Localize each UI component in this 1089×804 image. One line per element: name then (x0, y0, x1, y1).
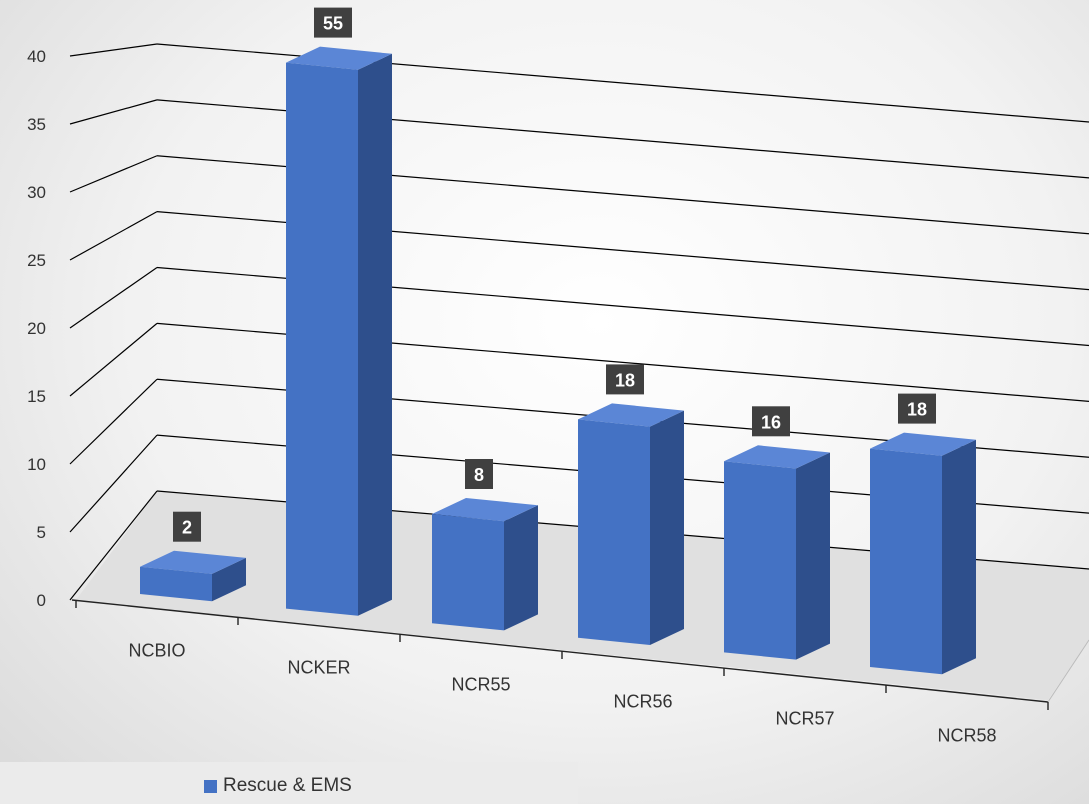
data-label: 8 (474, 465, 484, 485)
side-gridline (69, 434, 158, 533)
data-label-box (898, 393, 936, 424)
legend: Rescue & EMS (0, 762, 578, 804)
y-tick-label: 40 (27, 47, 46, 66)
bar-front (140, 566, 212, 602)
bar-top (724, 445, 830, 469)
bar-top (578, 403, 684, 427)
data-label-box (465, 459, 493, 489)
side-gridline (69, 267, 158, 329)
data-label: 18 (907, 400, 927, 420)
bar-side (504, 505, 538, 631)
bar (724, 445, 830, 660)
legend-swatch (204, 780, 217, 793)
bar-side (358, 53, 392, 616)
x-tick-label: NCR56 (613, 692, 672, 712)
bar-side (796, 452, 830, 660)
bar (140, 550, 246, 602)
data-label-box (173, 511, 201, 542)
bar-front (870, 448, 942, 675)
y-tick-label: 20 (27, 319, 46, 338)
data-label-box (606, 364, 644, 395)
bar-side (212, 557, 246, 602)
data-label: 2 (182, 518, 192, 538)
bar-top (140, 550, 246, 574)
y-tick-label: 10 (27, 455, 46, 474)
side-gridline (69, 155, 158, 193)
bar (578, 403, 684, 645)
x-tick-label: NCR55 (451, 675, 510, 695)
side-gridline (69, 490, 158, 601)
x-tick-label: NCBIO (128, 641, 185, 661)
side-gridline (69, 322, 158, 397)
bar (870, 432, 976, 675)
data-label-box (752, 406, 790, 437)
x-tick-label: NCR57 (775, 709, 834, 729)
data-label: 18 (615, 370, 635, 390)
bar-front (286, 62, 358, 616)
y-tick-label: 30 (27, 183, 46, 202)
y-tick-label: 5 (37, 523, 46, 542)
bar-side (942, 439, 976, 675)
bar (432, 498, 538, 631)
y-tick-label: 0 (37, 591, 46, 610)
bar-top (432, 498, 538, 522)
side-gridline (69, 99, 158, 125)
y-tick-label: 35 (27, 115, 46, 134)
side-gridline (69, 211, 158, 261)
bar-top (870, 432, 976, 456)
legend-label: Rescue & EMS (223, 775, 352, 796)
bar-front (432, 514, 504, 631)
data-label: 55 (323, 14, 343, 34)
data-label-box (314, 7, 352, 38)
x-tick-label: NCR58 (937, 726, 996, 746)
data-label: 16 (761, 412, 781, 432)
bar-top (286, 46, 392, 70)
bar-front (578, 419, 650, 645)
y-tick-label: 25 (27, 251, 46, 270)
y-tick-label: 15 (27, 387, 46, 406)
x-tick-label: NCKER (287, 658, 350, 678)
floor-edge (1047, 639, 1089, 703)
side-gridline (69, 378, 158, 465)
bar-front (724, 461, 796, 660)
bar (286, 46, 392, 616)
side-gridline (69, 43, 158, 57)
bar-side (650, 410, 684, 645)
